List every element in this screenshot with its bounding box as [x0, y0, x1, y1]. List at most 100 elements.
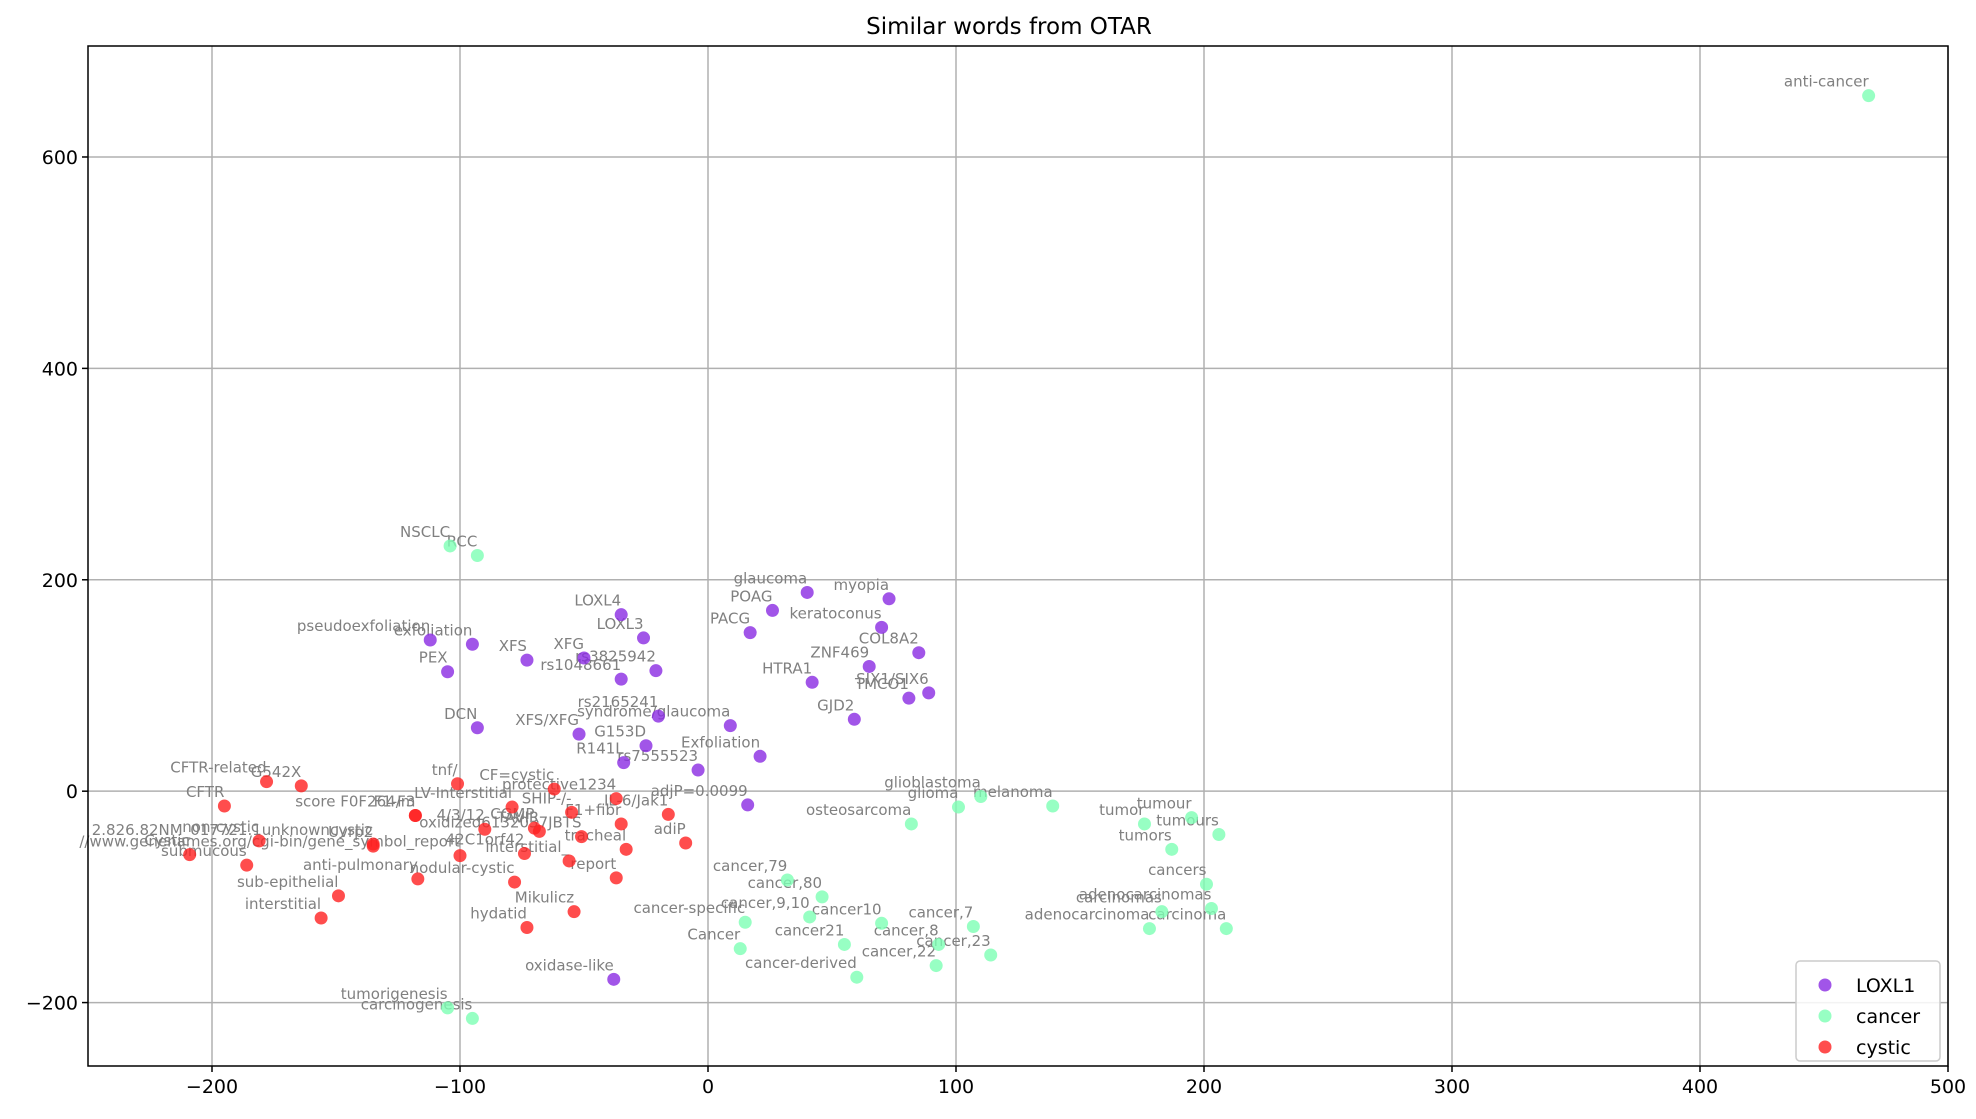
point-label: 2.826.82NM_017721.1unknowncystic [92, 821, 373, 840]
x-tick-label: 400 [1682, 1076, 1718, 1098]
data-point [314, 911, 328, 925]
point-label: F1-F3 [374, 792, 416, 810]
legend: LOXL1 cancer cystic [1795, 960, 1941, 1062]
data-point [453, 849, 467, 863]
data-point [837, 937, 851, 951]
plot-frame [87, 45, 1949, 1067]
data-point [517, 847, 531, 861]
point-label: NSCLC [400, 523, 450, 541]
point-label: adjP=0.0099 [651, 782, 748, 800]
point-label: cancer-specific [633, 899, 745, 917]
point-label: LOXL4 [574, 592, 621, 610]
data-point [614, 608, 628, 622]
data-point [875, 916, 889, 930]
point-label: XFS [499, 637, 527, 655]
point-label: tnf/ [432, 761, 459, 779]
point-label: PEX [419, 649, 448, 667]
point-label: adenocarcinomas [1079, 886, 1212, 904]
point-label: LV-Interstitial [414, 784, 512, 802]
y-tick-label: 0 [66, 781, 78, 803]
point-label: keratoconus [790, 604, 882, 622]
x-tick-label: −100 [434, 1076, 486, 1098]
point-label: cancer10 [812, 900, 882, 918]
data-point [691, 763, 705, 777]
data-point [738, 915, 752, 929]
legend-label: cancer [1856, 1006, 1920, 1028]
data-point [1046, 799, 1060, 813]
data-point [723, 719, 737, 733]
data-point [922, 686, 936, 700]
point-label: //www.genenames.org/cgi-bin/gene_symbol_… [79, 833, 460, 852]
point-label: TMCO1 [854, 675, 909, 693]
point-label: cancer,22 [862, 943, 936, 961]
data-point [465, 1011, 479, 1025]
point-label: PACG [710, 610, 750, 628]
data-point [1219, 922, 1233, 936]
data-point [984, 948, 998, 962]
data-point [882, 592, 896, 606]
data-point [1204, 902, 1218, 916]
data-point [470, 721, 484, 735]
data-point [520, 653, 534, 667]
point-label: cancer-derived [745, 954, 857, 972]
data-point [875, 620, 889, 634]
data-point [614, 672, 628, 686]
point-label: G153D [594, 723, 646, 741]
data-point [1137, 817, 1151, 831]
point-label: glioblastoma [884, 773, 981, 791]
point-label: protective1234 [502, 776, 616, 794]
data-point [637, 631, 651, 645]
data-point [904, 817, 918, 831]
data-point [1142, 922, 1156, 936]
data-point [1155, 905, 1169, 919]
data-point [800, 585, 814, 599]
x-tick-label: 100 [938, 1076, 974, 1098]
data-point [408, 808, 422, 822]
data-point [252, 834, 266, 848]
data-point [741, 798, 755, 812]
point-label: cancers [1148, 861, 1207, 879]
point-label: cancer,9,10 [721, 894, 810, 912]
data-point [465, 637, 479, 651]
data-points [183, 89, 1876, 1025]
point-label: Cancer [687, 926, 741, 944]
data-point [470, 548, 484, 562]
x-tick-label: 300 [1434, 1076, 1470, 1098]
data-point [565, 805, 579, 819]
data-point [562, 854, 576, 868]
data-point [743, 626, 757, 640]
data-point [912, 646, 926, 660]
data-point [929, 959, 943, 973]
data-point [575, 830, 589, 844]
point-label: melanoma [973, 783, 1053, 801]
data-point [780, 873, 794, 887]
point-label: rs1048661 [540, 656, 621, 674]
axis-ticks: −200 −100 0 100 200 300 400 500 −200 0 200 400 600 [26, 147, 1966, 1098]
legend-box [1795, 960, 1941, 1062]
y-tick-label: 600 [42, 147, 78, 169]
data-point [423, 633, 437, 647]
data-point [733, 942, 747, 956]
point-label: myopia [833, 576, 889, 594]
point-label: tracheal [565, 826, 627, 844]
data-point [951, 800, 965, 814]
data-point [607, 972, 621, 986]
point-label: CFTR-related [170, 759, 266, 777]
point-label: cancer,79 [713, 857, 787, 875]
data-point [609, 792, 623, 806]
legend-label: LOXL1 [1856, 975, 1915, 997]
data-point [679, 836, 693, 850]
point-label: Uvrp2 [328, 823, 373, 841]
point-label: nodular-cystic [410, 859, 515, 877]
data-point [1199, 877, 1213, 891]
data-point [902, 691, 916, 705]
data-point [765, 603, 779, 617]
point-label: cancer,7 [908, 903, 973, 921]
data-point [609, 871, 623, 885]
point-label: HTRA1 [762, 659, 812, 677]
data-point [617, 756, 631, 770]
data-point [411, 872, 425, 886]
point-label: tumor [1099, 801, 1145, 819]
data-point [260, 775, 274, 789]
